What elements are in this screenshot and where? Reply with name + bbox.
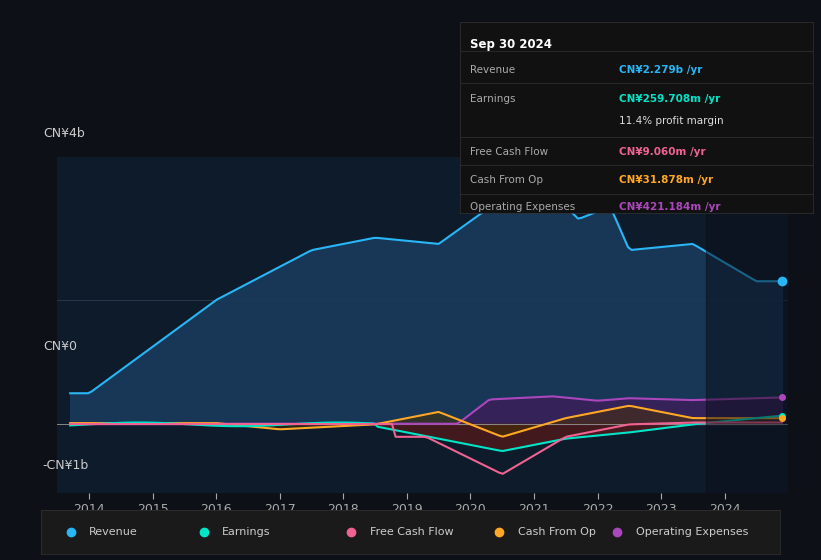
Text: CN¥4b: CN¥4b (43, 127, 85, 140)
Text: Revenue: Revenue (89, 527, 138, 537)
Text: CN¥0: CN¥0 (43, 340, 77, 353)
Text: Free Cash Flow: Free Cash Flow (470, 147, 548, 157)
Text: CN¥421.184m /yr: CN¥421.184m /yr (619, 202, 720, 212)
Text: Earnings: Earnings (222, 527, 271, 537)
Text: Free Cash Flow: Free Cash Flow (370, 527, 453, 537)
Text: CN¥259.708m /yr: CN¥259.708m /yr (619, 94, 720, 104)
Text: Revenue: Revenue (470, 65, 516, 75)
Text: 11.4% profit margin: 11.4% profit margin (619, 116, 723, 127)
Text: Earnings: Earnings (470, 94, 516, 104)
Text: CN¥9.060m /yr: CN¥9.060m /yr (619, 147, 705, 157)
Text: Cash From Op: Cash From Op (518, 527, 595, 537)
Bar (705, 157, 788, 493)
Text: CN¥2.279b /yr: CN¥2.279b /yr (619, 65, 702, 75)
Text: Operating Expenses: Operating Expenses (470, 202, 576, 212)
Text: Sep 30 2024: Sep 30 2024 (470, 38, 553, 50)
Text: Operating Expenses: Operating Expenses (636, 527, 748, 537)
Text: CN¥31.878m /yr: CN¥31.878m /yr (619, 175, 713, 185)
Text: -CN¥1b: -CN¥1b (43, 459, 89, 473)
Text: Cash From Op: Cash From Op (470, 175, 544, 185)
